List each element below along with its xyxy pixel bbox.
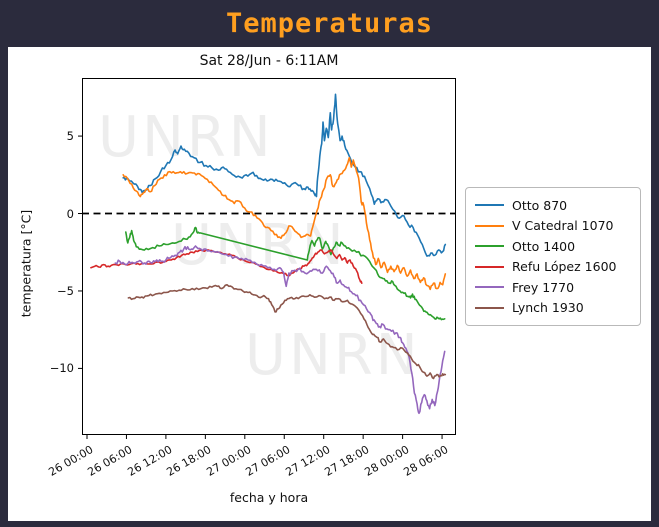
watermark-text: UNRN xyxy=(98,105,274,170)
series-line-frey-1770 xyxy=(114,245,446,415)
legend-line-swatch xyxy=(475,224,504,227)
axis-tick-marks xyxy=(78,135,443,439)
legend-line-swatch xyxy=(475,245,504,248)
series-line-otto-870 xyxy=(122,93,447,257)
y-tick-label: −5 xyxy=(57,283,74,298)
y-axis-title: temperatura [°C] xyxy=(18,209,34,318)
plot-border xyxy=(82,78,456,435)
legend-item: Otto 1400 xyxy=(475,236,631,257)
y-tick-label: −10 xyxy=(49,361,74,376)
series-line-lynch-1930 xyxy=(127,284,447,380)
legend-line-swatch xyxy=(475,286,504,289)
legend-item: Refu López 1600 xyxy=(475,257,631,278)
legend-item: Lynch 1930 xyxy=(475,298,631,319)
x-axis-title: fecha y hora xyxy=(229,490,309,505)
window-title: Temperaturas xyxy=(225,8,434,39)
legend-line-swatch xyxy=(475,204,504,207)
legend: Otto 870 V Catedral 1070 Otto 1400 Refu … xyxy=(465,187,641,326)
y-tick-label: 5 xyxy=(66,129,74,144)
series-line-v-catedral-1070 xyxy=(122,157,447,291)
y-tick-label: 0 xyxy=(66,206,74,221)
legend-item: Frey 1770 xyxy=(475,277,631,298)
legend-item: Otto 870 xyxy=(475,195,631,216)
legend-line-swatch xyxy=(475,306,504,309)
series-line-refu-l-pez-1600 xyxy=(90,249,363,284)
plot-area xyxy=(78,78,456,439)
legend-item: V Catedral 1070 xyxy=(475,216,631,237)
chart-figure: Sat 28/Jun - 6:11AM UNRN UNRN UNRN 5 0 −5 −10… xyxy=(8,47,651,521)
watermark-text: UNRN xyxy=(245,323,421,388)
chart-title: Sat 28/Jun - 6:11AM xyxy=(199,53,339,69)
series-line-otto-1400 xyxy=(125,226,446,321)
series-lines xyxy=(82,93,456,415)
legend-line-swatch xyxy=(475,265,504,268)
